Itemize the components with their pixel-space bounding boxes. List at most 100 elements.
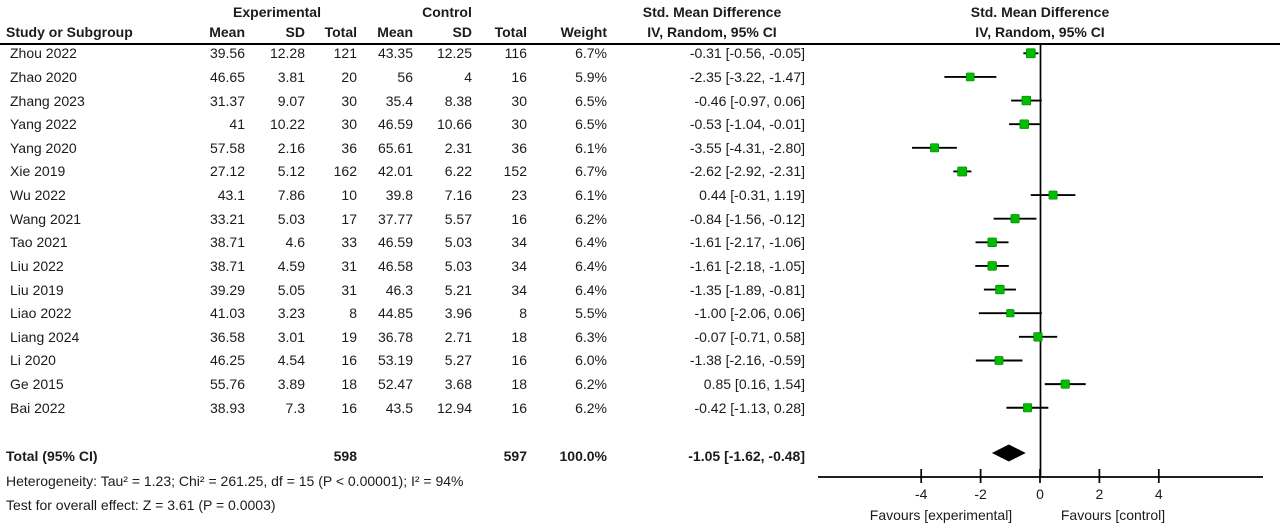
effect-marker [987,237,997,248]
cell-exp_mean: 38.71 [209,257,245,274]
cell-exp_mean: 43.1 [217,187,245,204]
cell-exp_mean: 41 [229,116,245,133]
cell-weight: 6.5% [575,92,607,109]
col-group-smd-plot: Std. Mean Difference [970,4,1110,20]
cell-study: Tao 2021 [10,234,68,251]
cell-exp_total: 19 [341,328,357,345]
cell-study: Yang 2022 [10,116,77,133]
axis-tick-label: 4 [1155,486,1163,502]
cell-ctl_sd: 8.38 [444,92,472,109]
cell-study: Wang 2021 [10,210,82,227]
cell-exp_sd: 5.05 [277,281,305,298]
cell-ctl_total: 36 [511,139,527,156]
cell-ctl_sd: 5.03 [444,234,472,251]
cell-exp_sd: 4.54 [277,352,305,369]
cell-ctl_mean: 46.3 [385,281,413,298]
cell-ctl_total: 16 [511,352,527,369]
cell-exp_total: 30 [341,92,357,109]
cell-ctl_mean: 46.59 [377,116,413,133]
cell-ctl_mean: 53.19 [377,352,413,369]
cell-exp_sd: 9.07 [277,92,305,109]
col-header-exp-sd: SD [285,24,305,40]
effect-marker [1006,309,1015,318]
effect-marker [965,72,975,82]
table-row: Zhang 2023 31.37 9.07 30 35.4 8.38 30 6.5% -0.46… [0,90,820,112]
cell-ci_label: -0.46 [-0.97, 0.06] [694,92,805,109]
cell-ctl_total: 16 [511,210,527,227]
cell-exp_mean: 38.71 [209,234,245,251]
cell-ctl_total: 18 [511,376,527,393]
cell-exp_sd: 2.16 [277,139,305,156]
effect-marker [987,261,997,271]
cell-ctl_sd: 3.68 [444,376,472,393]
cell-ctl_sd: 12.25 [436,45,472,62]
cell-exp_mean: 38.93 [209,399,245,416]
cell-ctl_mean: 52.47 [377,376,413,393]
cell-exp_total: 20 [341,68,357,85]
table-row: Zhao 2020 46.65 3.81 20 56 4 16 5.9% -2.35 [-3.2… [0,66,820,88]
effect-marker [1022,403,1033,413]
cell-ci_label: -0.84 [-1.56, -0.12] [689,210,805,227]
cell-study: Liu 2019 [10,281,64,298]
cell-weight: 6.5% [575,116,607,133]
table-row: Li 2020 46.25 4.54 16 53.19 5.27 16 6.0% -1.38 [… [0,349,820,371]
cell-ctl_total: 116 [504,45,527,62]
cell-exp_sd: 3.01 [277,328,305,345]
cell-study: Xie 2019 [10,163,66,180]
cell-weight: 6.1% [575,187,607,204]
cell-ctl_sd: 5.03 [444,257,472,274]
col-group-experimental: Experimental [233,4,321,20]
header-divider [0,43,1280,45]
col-group-control: Control [422,4,472,20]
table-row: Liang 2024 36.58 3.01 19 36.78 2.71 18 6.3% -0.0… [0,326,820,348]
cell-ci_label: -1.38 [-2.16, -0.59] [689,352,805,369]
cell-exp_sd: 12.28 [269,45,305,62]
cell-ci_label: -3.55 [-4.31, -2.80] [689,139,805,156]
cell-exp_sd: 3.81 [277,68,305,85]
cell-ci_label: -0.53 [-1.04, -0.01] [689,116,805,133]
cell-ctl_total: 8 [519,305,527,322]
col-header-ci-method-plot: IV, Random, 95% CI [975,24,1105,40]
cell-study: Zhou 2022 [10,45,77,62]
effect-marker [1048,190,1058,200]
table-row: Yang 2020 57.58 2.16 36 65.61 2.31 36 6.1% -3.55… [0,137,820,159]
cell-ctl_sd: 4 [464,68,472,85]
cell-ci_label: -2.62 [-2.92, -2.31] [689,163,805,180]
cell-weight: 6.1% [575,139,607,156]
cell-ctl_mean: 43.35 [377,45,413,62]
total-ctl-n: 597 [503,448,527,464]
cell-ctl_total: 30 [511,92,527,109]
table-row: Wang 2021 33.21 5.03 17 37.77 5.57 16 6.2% -0.84… [0,208,820,230]
cell-ctl_total: 18 [511,328,527,345]
table-row: Ge 2015 55.76 3.89 18 52.47 3.68 18 6.2% 0.85 [0… [0,373,820,395]
total-ci-label: -1.05 [-1.62, -0.48] [688,448,805,464]
col-group-smd-text: Std. Mean Difference [642,4,782,20]
cell-ci_label: -1.61 [-2.17, -1.06] [689,234,805,251]
col-header-weight: Weight [560,24,607,40]
effect-marker [1010,214,1020,224]
col-header-ctl-total: Total [494,24,527,40]
favours-right-label: Favours [control] [1061,507,1165,523]
cell-weight: 6.2% [575,376,607,393]
cell-exp_total: 121 [333,45,357,62]
cell-weight: 6.2% [575,399,607,416]
cell-exp_total: 16 [341,399,357,416]
col-header-exp-mean: Mean [209,24,245,40]
col-header-ctl-mean: Mean [377,24,413,40]
cell-ci_label: -1.35 [-1.89, -0.81] [689,281,805,298]
favours-left-label: Favours [experimental] [870,507,1012,523]
cell-ci_label: 0.44 [-0.31, 1.19] [699,187,805,204]
cell-exp_sd: 4.6 [285,234,305,251]
cell-exp_total: 31 [341,281,357,298]
cell-exp_total: 36 [341,139,357,156]
table-row: Zhou 2022 39.56 12.28 121 43.35 12.25 116 6.7% -… [0,42,820,64]
cell-exp_total: 30 [341,116,357,133]
axis-tick-label: -2 [974,486,987,502]
effect-marker [1033,332,1043,342]
col-header-ctl-sd: SD [452,24,472,40]
cell-ctl_sd: 5.21 [444,281,472,298]
cell-ctl_sd: 12.94 [436,399,472,416]
cell-exp_sd: 7.3 [285,399,305,416]
cell-ctl_mean: 39.8 [385,187,413,204]
cell-ctl_mean: 42.01 [377,163,413,180]
